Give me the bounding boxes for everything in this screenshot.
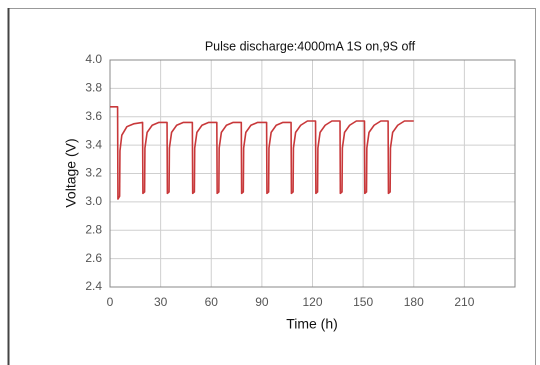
x-tick-label: 150 [353, 295, 373, 309]
y-tick-label: 3.0 [85, 194, 102, 208]
y-tick-label: 3.2 [85, 166, 102, 180]
plot-frame [109, 59, 516, 288]
y-tick-label: 2.6 [85, 251, 102, 265]
data-line [110, 106, 414, 200]
y-tick-label: 3.8 [85, 81, 102, 95]
x-tick-label: 210 [454, 295, 474, 309]
x-tick-label: 0 [107, 295, 114, 309]
y-tick-label: 3.4 [85, 137, 102, 151]
chart-title: Pulse discharge:4000mA 1S on,9S off [205, 39, 416, 53]
x-tick-label: 60 [205, 295, 219, 309]
x-tick-label: 30 [154, 295, 168, 309]
y-tick-label: 4.0 [85, 52, 102, 66]
y-tick-label: 2.4 [85, 279, 102, 293]
x-tick-label: 180 [404, 295, 424, 309]
x-tick-label: 120 [302, 295, 322, 309]
panel-frame [8, 8, 536, 365]
x-axis-label: Time (h) [286, 316, 338, 332]
y-axis-label: Voltage (V) [63, 138, 79, 207]
y-tick-label: 2.8 [85, 222, 102, 236]
x-tick-label: 90 [255, 295, 269, 309]
y-tick-label: 3.6 [85, 109, 102, 123]
